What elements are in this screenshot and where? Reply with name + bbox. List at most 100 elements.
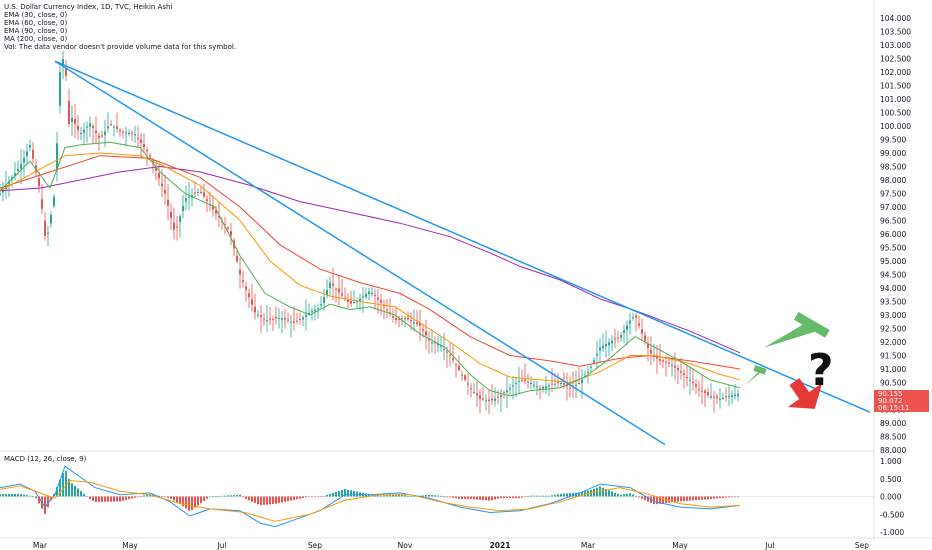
macd-histogram-bar bbox=[602, 487, 604, 497]
candle-body bbox=[101, 135, 103, 137]
candle-body bbox=[341, 293, 343, 296]
candle-body bbox=[320, 304, 322, 306]
candle-body bbox=[674, 365, 676, 368]
candles bbox=[0, 51, 739, 414]
candle-body bbox=[326, 289, 328, 296]
macd-histogram-bar bbox=[284, 496, 286, 502]
macd-histogram-bar bbox=[203, 496, 205, 501]
time-tick: May bbox=[672, 541, 688, 550]
macd-histogram-bar bbox=[242, 496, 244, 498]
macd-histogram-bar bbox=[77, 488, 79, 497]
candle-body bbox=[374, 294, 376, 297]
candle-body bbox=[44, 220, 46, 236]
macd-histogram-bar bbox=[704, 496, 706, 500]
macd-histogram-bar bbox=[623, 494, 625, 497]
macd-histogram-bar bbox=[521, 496, 523, 498]
macd-histogram-bar bbox=[725, 496, 727, 498]
macd-histogram-bar bbox=[263, 496, 265, 505]
candle-body bbox=[677, 368, 679, 371]
candle-body bbox=[335, 288, 337, 290]
macd-histogram-bar bbox=[539, 495, 541, 497]
candle-body bbox=[242, 280, 244, 283]
candle-body bbox=[464, 375, 466, 380]
macd-histogram-bar bbox=[443, 496, 445, 497]
macd-histogram-bar bbox=[728, 496, 730, 498]
macd-histogram-bar bbox=[626, 493, 628, 497]
candle-body bbox=[623, 330, 625, 333]
candle-body bbox=[506, 390, 508, 393]
candle-body bbox=[467, 383, 469, 385]
trendline[interactable] bbox=[54, 60, 666, 446]
macd-histogram-bar bbox=[269, 496, 271, 505]
macd-histogram-bar bbox=[260, 496, 262, 506]
macd-histogram-bar bbox=[176, 496, 178, 503]
candle-body bbox=[656, 355, 658, 359]
candle-body bbox=[146, 149, 148, 152]
macd-histogram-bar bbox=[572, 492, 574, 497]
candle-body bbox=[476, 393, 478, 396]
candle-body bbox=[83, 129, 85, 133]
macd-histogram-bar bbox=[281, 496, 283, 503]
candle-body bbox=[278, 317, 280, 319]
candle-body bbox=[428, 338, 430, 341]
macd-histogram-bar bbox=[338, 491, 340, 497]
candle-body bbox=[725, 396, 727, 398]
macd-histogram-bar bbox=[302, 496, 304, 498]
macd-histogram-bar bbox=[116, 496, 118, 502]
ma200-line bbox=[0, 165, 741, 354]
candle-body bbox=[50, 214, 52, 224]
macd-histogram-bar bbox=[164, 496, 166, 498]
candle-body bbox=[227, 227, 229, 229]
candle-body bbox=[353, 302, 355, 304]
macd-histogram-bar bbox=[410, 496, 412, 498]
candle-body bbox=[65, 67, 67, 76]
candle-body bbox=[539, 387, 541, 389]
macd-histogram-bar bbox=[722, 496, 724, 498]
price-tick: 102.500 bbox=[880, 55, 911, 64]
candle-body bbox=[62, 59, 64, 66]
macd-histogram-bar bbox=[272, 496, 274, 505]
macd-histogram-bar bbox=[8, 494, 10, 497]
time-axis[interactable]: Mar May Jul Sep Nov 2021 Mar May Jul Sep bbox=[33, 541, 869, 550]
candle-body bbox=[425, 331, 427, 336]
macd-histogram-bar bbox=[275, 496, 277, 504]
macd-histogram-bar bbox=[29, 495, 31, 497]
candle-body bbox=[602, 345, 604, 349]
macd-histogram-bar bbox=[560, 493, 562, 497]
candle-body bbox=[434, 342, 436, 344]
candle-body bbox=[422, 329, 424, 331]
price-axis[interactable]: 104.000 103.500 103.000 102.500 102.000 101.5… bbox=[880, 14, 911, 455]
price-tick: 91.500 bbox=[880, 352, 906, 361]
trendlines[interactable] bbox=[54, 60, 871, 446]
macd-histogram-bar bbox=[182, 496, 184, 507]
price-tick: 104.000 bbox=[880, 14, 911, 23]
macd-histogram-bar bbox=[683, 496, 685, 502]
macd-histogram-bar bbox=[611, 491, 613, 497]
macd-histogram-bar bbox=[614, 492, 616, 497]
macd-histogram-bar bbox=[407, 496, 409, 497]
macd-histogram-bar bbox=[35, 496, 37, 499]
candle-body bbox=[188, 196, 190, 198]
macd-histogram-bar bbox=[104, 496, 106, 502]
macd-histogram-bar bbox=[62, 472, 64, 497]
macd-histogram-bar bbox=[713, 496, 715, 499]
trendline[interactable] bbox=[54, 60, 871, 413]
candle-body bbox=[110, 123, 112, 125]
candle-body bbox=[482, 398, 484, 400]
chart-legend[interactable]: U.S. Dollar Currency Index, 1D, TVC, Hei… bbox=[4, 3, 236, 51]
macd-pane bbox=[0, 465, 874, 528]
macd-histogram-bar bbox=[212, 496, 214, 497]
macd-histogram-bar bbox=[89, 496, 91, 499]
candle-body bbox=[17, 169, 19, 171]
macd-histogram-bar bbox=[53, 493, 55, 497]
macd-axis[interactable]: 1.000 0.500 0.000 -0.500 -1.000 bbox=[880, 457, 904, 537]
macd-histogram-bar bbox=[185, 496, 187, 509]
candle-body bbox=[509, 387, 511, 389]
macd-histogram-bar bbox=[50, 496, 52, 501]
macd-histogram-bar bbox=[734, 496, 736, 498]
candle-body bbox=[605, 344, 607, 347]
price-tick: 103.000 bbox=[880, 41, 911, 50]
macd-histogram-bar bbox=[221, 495, 223, 497]
arrows-annotation[interactable]: ? bbox=[744, 306, 834, 423]
